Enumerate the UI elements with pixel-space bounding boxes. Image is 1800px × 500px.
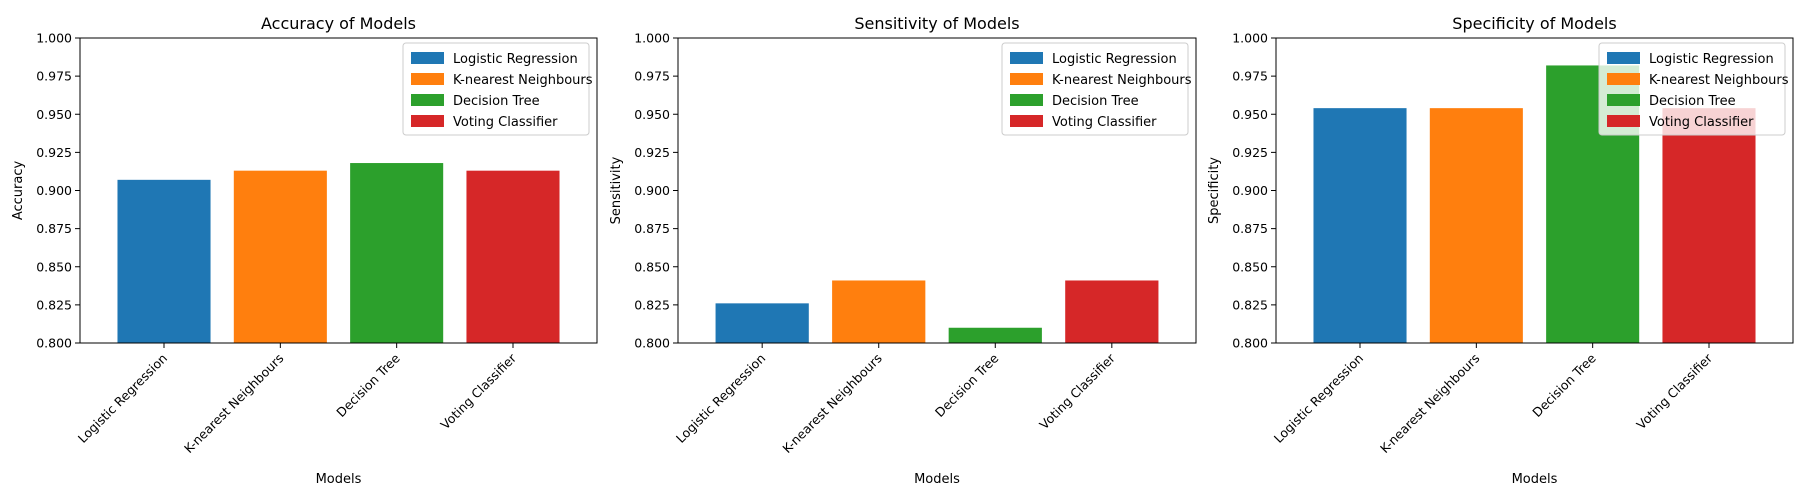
bar-logistic-regression [117, 179, 211, 343]
x-tick-label: K-nearest Neighbours [1377, 351, 1482, 456]
bar-k-nearest-neighbours [832, 280, 926, 343]
legend-swatch-k-nearest-neighbours [1607, 73, 1640, 85]
legend-swatch-voting-classifier [411, 115, 444, 127]
legend-label-k-nearest-neighbours: K-nearest Neighbours [1649, 73, 1789, 88]
bar-decision-tree [350, 163, 444, 343]
y-tick-label: 0.925 [36, 145, 72, 160]
y-tick-label: 0.975 [1232, 69, 1268, 84]
x-tick-label: Logistic Regression [1271, 351, 1366, 446]
y-tick-label: 0.975 [36, 69, 72, 84]
y-tick-label: 0.950 [36, 107, 72, 122]
x-tick-label: Voting Classifier [437, 350, 519, 432]
bar-logistic-regression [715, 303, 809, 343]
axes-frame [677, 37, 1197, 344]
legend-label-decision-tree: Decision Tree [1052, 94, 1139, 109]
legend-label-decision-tree: Decision Tree [453, 94, 540, 109]
legend-label-logistic-regression: Logistic Regression [1052, 52, 1177, 67]
y-tick-label: 0.925 [634, 145, 670, 160]
axes-frame [79, 37, 598, 344]
bar-k-nearest-neighbours [1429, 108, 1523, 344]
legend-label-voting-classifier: Voting Classifier [1052, 115, 1157, 130]
y-tick-label: 1.000 [1232, 31, 1268, 46]
legend-label-k-nearest-neighbours: K-nearest Neighbours [453, 73, 593, 88]
y-tick-label: 0.875 [36, 221, 72, 236]
x-tick-label: Voting Classifier [1633, 350, 1715, 432]
legend-label-voting-classifier: Voting Classifier [1649, 115, 1754, 130]
legend-swatch-logistic-regression [411, 52, 444, 64]
bar-logistic-regression [1313, 108, 1407, 344]
x-tick-label: Logistic Regression [673, 351, 768, 446]
y-tick-label: 0.900 [36, 183, 72, 198]
legend-label-voting-classifier: Voting Classifier [453, 115, 558, 130]
y-tick-label: 0.900 [1232, 183, 1268, 198]
bar-decision-tree [948, 327, 1042, 343]
y-tick-label: 0.925 [1232, 145, 1268, 160]
y-tick-label: 0.900 [634, 183, 670, 198]
legend-swatch-logistic-regression [1010, 52, 1043, 64]
y-tick-label: 1.000 [634, 31, 670, 46]
y-tick-label: 0.800 [1232, 336, 1268, 351]
legend-swatch-decision-tree [411, 94, 444, 106]
y-tick-label: 0.825 [1232, 297, 1268, 312]
x-tick-label: K-nearest Neighbours [779, 351, 884, 456]
x-tick-label: Decision Tree [333, 350, 403, 420]
y-tick-label: 0.875 [1232, 221, 1268, 236]
y-tick-label: 0.875 [634, 221, 670, 236]
x-axis-label: Models [316, 472, 362, 487]
bar-voting-classifier [1662, 108, 1756, 344]
x-tick-label: Decision Tree [1529, 350, 1599, 420]
x-axis-label: Models [1512, 472, 1558, 487]
chart-title: Accuracy of Models [261, 14, 416, 33]
bar-voting-classifier [1065, 280, 1159, 343]
legend-box [1598, 42, 1786, 136]
x-tick-label: Logistic Regression [75, 351, 170, 446]
legend-swatch-decision-tree [1010, 94, 1043, 106]
legend-label-logistic-regression: Logistic Regression [1649, 52, 1774, 67]
y-tick-label: 0.950 [634, 107, 670, 122]
y-tick-label: 0.825 [36, 297, 72, 312]
chart-title: Specificity of Models [1452, 14, 1616, 33]
legend-label-k-nearest-neighbours: K-nearest Neighbours [1052, 73, 1192, 88]
x-axis-label: Models [914, 472, 960, 487]
y-tick-label: 0.950 [1232, 107, 1268, 122]
axes-frame [1275, 37, 1794, 344]
y-tick-label: 0.850 [634, 259, 670, 274]
legend-label-decision-tree: Decision Tree [1649, 94, 1736, 109]
bar-k-nearest-neighbours [233, 170, 327, 343]
legend-swatch-decision-tree [1607, 94, 1640, 106]
x-tick-label: Voting Classifier [1036, 350, 1118, 432]
legend-swatch-k-nearest-neighbours [1010, 73, 1043, 85]
y-tick-label: 0.850 [36, 259, 72, 274]
y-axis-label: Sensitivity [609, 156, 624, 224]
legend-swatch-k-nearest-neighbours [411, 73, 444, 85]
x-tick-label: K-nearest Neighbours [181, 351, 286, 456]
legend-box [402, 42, 590, 136]
y-tick-label: 1.000 [36, 31, 72, 46]
legend-swatch-logistic-regression [1607, 52, 1640, 64]
y-tick-label: 0.850 [1232, 259, 1268, 274]
y-tick-label: 0.800 [634, 336, 670, 351]
legend-swatch-voting-classifier [1010, 115, 1043, 127]
chart-title: Sensitivity of Models [854, 14, 1019, 33]
legend-label-logistic-regression: Logistic Regression [453, 52, 578, 67]
legend-box [1001, 42, 1189, 136]
y-tick-label: 0.975 [634, 69, 670, 84]
bar-voting-classifier [466, 170, 560, 343]
y-axis-label: Accuracy [11, 161, 26, 221]
y-tick-label: 0.825 [634, 297, 670, 312]
y-axis-label: Specificity [1207, 157, 1222, 224]
x-tick-label: Decision Tree [932, 350, 1002, 420]
y-tick-label: 0.800 [36, 336, 72, 351]
legend-swatch-voting-classifier [1607, 115, 1640, 127]
